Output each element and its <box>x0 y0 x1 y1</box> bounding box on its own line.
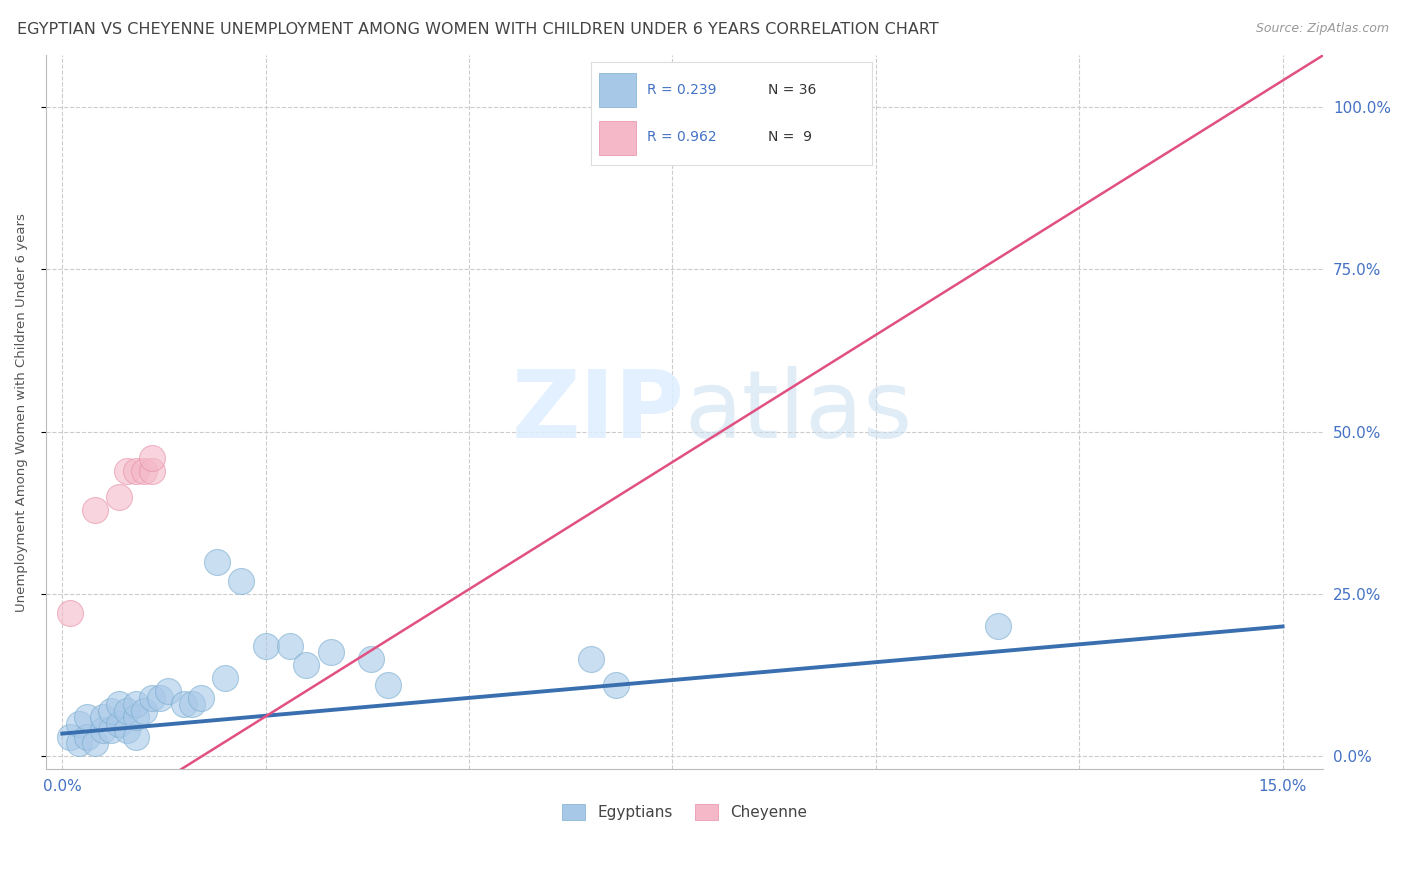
Point <box>377 678 399 692</box>
Point <box>987 619 1010 633</box>
Point <box>149 690 172 705</box>
Point <box>132 464 155 478</box>
Point <box>67 736 90 750</box>
Point <box>278 639 301 653</box>
Text: atlas: atlas <box>685 367 912 458</box>
Point <box>83 502 105 516</box>
Point <box>108 716 131 731</box>
Point <box>254 639 277 653</box>
Point <box>231 574 253 588</box>
Point <box>319 645 342 659</box>
Point <box>173 698 195 712</box>
Point <box>117 464 139 478</box>
Point <box>100 704 122 718</box>
Text: N =  9: N = 9 <box>768 130 811 145</box>
Point <box>360 652 382 666</box>
Point <box>605 678 627 692</box>
FancyBboxPatch shape <box>599 73 636 106</box>
Point <box>76 710 98 724</box>
Point <box>124 730 146 744</box>
Text: ZIP: ZIP <box>512 367 685 458</box>
Point <box>117 704 139 718</box>
Point <box>59 730 82 744</box>
Point <box>579 652 602 666</box>
Point <box>108 698 131 712</box>
Point <box>117 723 139 738</box>
Point <box>141 450 163 465</box>
Point <box>91 710 114 724</box>
Point <box>141 690 163 705</box>
Point <box>59 607 82 621</box>
Point <box>124 464 146 478</box>
Text: EGYPTIAN VS CHEYENNE UNEMPLOYMENT AMONG WOMEN WITH CHILDREN UNDER 6 YEARS CORREL: EGYPTIAN VS CHEYENNE UNEMPLOYMENT AMONG … <box>17 22 939 37</box>
Point <box>100 723 122 738</box>
Text: R = 0.962: R = 0.962 <box>647 130 717 145</box>
Point <box>124 698 146 712</box>
Point <box>141 464 163 478</box>
Text: N = 36: N = 36 <box>768 83 815 97</box>
Legend: Egyptians, Cheyenne: Egyptians, Cheyenne <box>555 797 814 826</box>
Y-axis label: Unemployment Among Women with Children Under 6 years: Unemployment Among Women with Children U… <box>15 213 28 612</box>
Point <box>295 658 318 673</box>
Point <box>157 684 180 698</box>
Point <box>83 736 105 750</box>
Point <box>190 690 212 705</box>
Point <box>214 672 236 686</box>
Point <box>132 704 155 718</box>
FancyBboxPatch shape <box>599 121 636 155</box>
Text: Source: ZipAtlas.com: Source: ZipAtlas.com <box>1256 22 1389 36</box>
Point <box>67 716 90 731</box>
Point <box>124 710 146 724</box>
Point <box>91 723 114 738</box>
Point <box>181 698 204 712</box>
Point <box>76 730 98 744</box>
Point <box>108 490 131 504</box>
Point <box>205 555 228 569</box>
Text: R = 0.239: R = 0.239 <box>647 83 716 97</box>
